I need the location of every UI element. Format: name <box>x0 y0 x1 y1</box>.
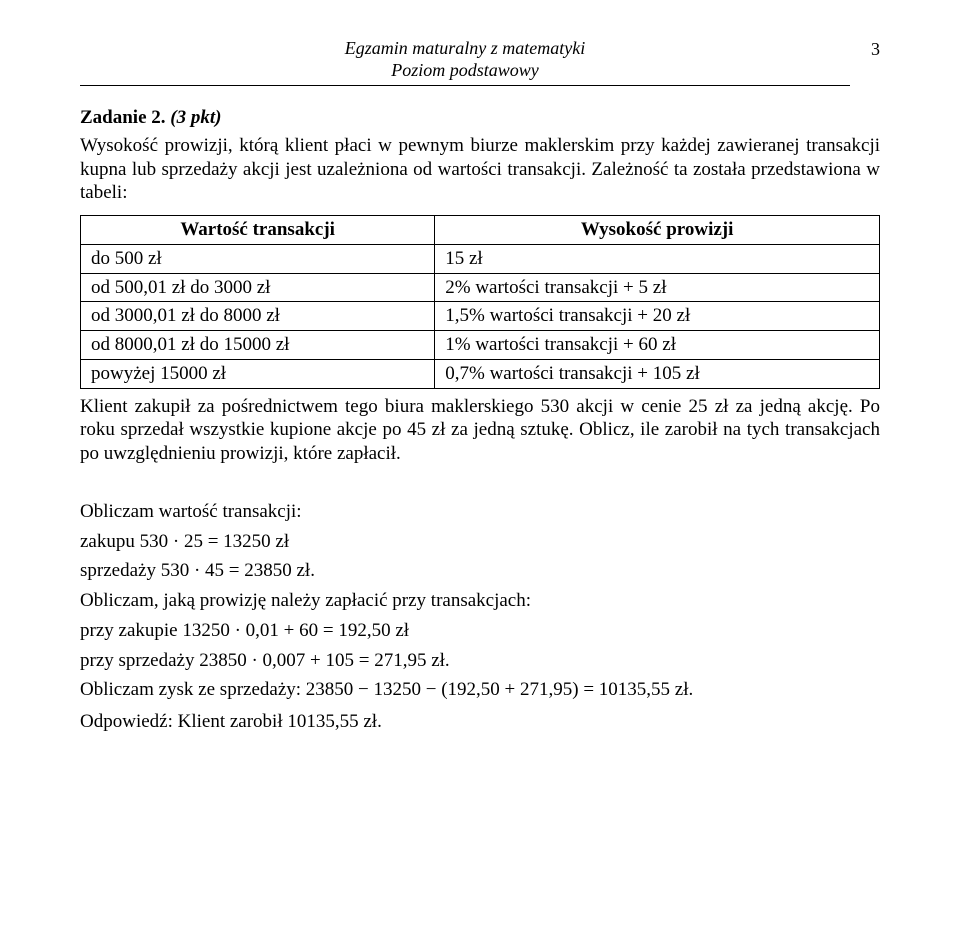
header-block: Egzamin maturalny z matematyki Poziom po… <box>80 38 850 86</box>
table-cell: powyżej 15000 zł <box>81 359 435 388</box>
table-cell: 2% wartości transakcji + 5 zł <box>435 273 880 302</box>
table-row: od 3000,01 zł do 8000 zł 1,5% wartości t… <box>81 302 880 331</box>
table-cell: 1% wartości transakcji + 60 zł <box>435 331 880 360</box>
page-number: 3 <box>850 38 880 61</box>
solution-answer: Odpowiedź: Klient zarobił 10135,55 zł. <box>80 710 880 734</box>
commission-table: Wartość transakcji Wysokość prowizji do … <box>80 215 880 389</box>
solution-eq-4: przy sprzedaży 23850 · 0,007 + 105 = 271… <box>80 649 880 673</box>
table-cell: 15 zł <box>435 244 880 273</box>
solution-eq-3: przy zakupie 13250 · 0,01 + 60 = 192,50 … <box>80 619 880 643</box>
solution-eq-2: sprzedaży 530 · 45 = 23850 zł. <box>80 559 880 583</box>
task-points: (3 pkt) <box>170 107 221 128</box>
solution-line-1: Obliczam wartość transakcji: <box>80 500 880 524</box>
task-statement: Wysokość prowizji, którą klient płaci w … <box>80 134 880 205</box>
solution-line-2: Obliczam, jaką prowizję należy zapłacić … <box>80 589 880 613</box>
header-line2: Poziom podstawowy <box>391 60 539 80</box>
table-row: powyżej 15000 zł 0,7% wartości transakcj… <box>81 359 880 388</box>
table-cell: od 3000,01 zł do 8000 zł <box>81 302 435 331</box>
task-title-number: Zadanie 2. <box>80 107 166 128</box>
table-header-row: Wartość transakcji Wysokość prowizji <box>81 216 880 245</box>
table-header-col2: Wysokość prowizji <box>435 216 880 245</box>
table-cell: od 8000,01 zł do 15000 zł <box>81 331 435 360</box>
table-cell: od 500,01 zł do 3000 zł <box>81 273 435 302</box>
post-table-text: Klient zakupił za pośrednictwem tego biu… <box>80 395 880 466</box>
table-cell: 0,7% wartości transakcji + 105 zł <box>435 359 880 388</box>
table-row: od 8000,01 zł do 15000 zł 1% wartości tr… <box>81 331 880 360</box>
table-cell: 1,5% wartości transakcji + 20 zł <box>435 302 880 331</box>
header-line1: Egzamin maturalny z matematyki <box>345 38 585 58</box>
solution-eq-1: zakupu 530 · 25 = 13250 zł <box>80 530 880 554</box>
table-row: od 500,01 zł do 3000 zł 2% wartości tran… <box>81 273 880 302</box>
table-cell: do 500 zł <box>81 244 435 273</box>
table-header-col1: Wartość transakcji <box>81 216 435 245</box>
table-row: do 500 zł 15 zł <box>81 244 880 273</box>
solution-line-3: Obliczam zysk ze sprzedaży: 23850 − 1325… <box>80 678 880 702</box>
task-title: Zadanie 2. (3 pkt) <box>80 106 880 130</box>
